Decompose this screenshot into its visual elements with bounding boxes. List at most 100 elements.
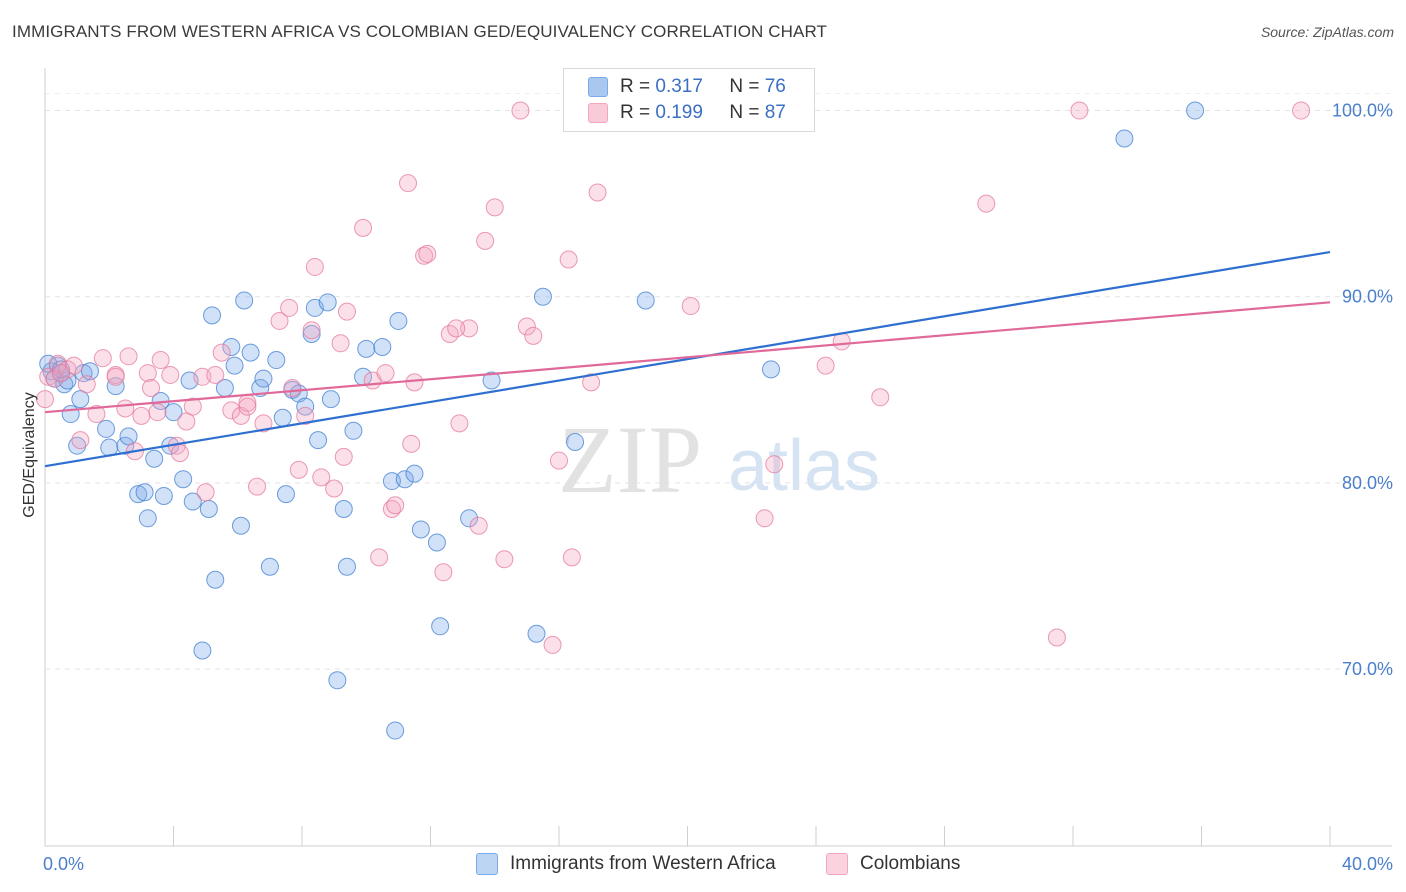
chart-title: IMMIGRANTS FROM WESTERN AFRICA VS COLOMB… <box>12 22 827 41</box>
point-western-africa <box>389 311 408 330</box>
point-colombians <box>296 406 315 425</box>
point-western-africa <box>344 421 363 440</box>
point-western-africa <box>135 483 154 502</box>
legend-swatch-blue <box>476 853 498 875</box>
point-western-africa <box>222 338 241 357</box>
point-western-africa <box>61 405 80 424</box>
point-colombians <box>582 373 601 392</box>
point-colombians <box>331 334 350 353</box>
point-colombians <box>816 356 835 375</box>
point-western-africa <box>267 351 286 370</box>
point-western-africa <box>405 464 424 483</box>
point-western-africa <box>68 436 87 455</box>
point-colombians <box>305 257 324 276</box>
point-western-africa <box>527 624 546 643</box>
correlation-legend: R = 0.317 N = 76 R = 0.199 N = 87 <box>563 68 815 132</box>
point-colombians <box>495 550 514 569</box>
point-western-africa <box>328 671 347 690</box>
point-western-africa <box>206 570 225 589</box>
point-colombians <box>354 218 373 237</box>
point-colombians <box>177 412 196 431</box>
point-colombians <box>132 406 151 425</box>
axis-labels: 70.0% 80.0% 90.0% 100.0% 0.0% 40.0% GED/Equiva… <box>21 101 1393 874</box>
watermark: ZIP atlas <box>558 406 880 513</box>
point-western-africa <box>183 492 202 511</box>
source-label: Source: ZipAtlas.com <box>1260 24 1394 40</box>
point-western-africa <box>357 339 376 358</box>
point-colombians <box>93 349 112 368</box>
point-colombians <box>370 548 389 567</box>
point-western-africa <box>199 499 218 518</box>
point-colombians <box>871 388 890 407</box>
point-colombians <box>138 364 157 383</box>
point-colombians <box>543 635 562 654</box>
point-colombians <box>1047 628 1066 647</box>
trendline-colombians <box>44 301 1331 414</box>
point-colombians <box>77 375 96 394</box>
x-tick-label-min: 0.0% <box>43 854 84 874</box>
point-colombians <box>71 431 90 450</box>
point-colombians <box>270 311 289 330</box>
point-colombians <box>550 451 568 470</box>
point-colombians <box>681 297 700 316</box>
point-colombians <box>87 405 106 424</box>
point-colombians <box>415 246 434 265</box>
point-colombians <box>386 496 405 515</box>
point-colombians <box>151 351 170 370</box>
point-western-africa <box>251 378 270 397</box>
point-western-africa <box>373 338 392 357</box>
point-colombians <box>476 231 495 250</box>
point-colombians <box>588 183 607 202</box>
point-western-africa <box>427 533 446 552</box>
point-western-africa <box>164 403 183 422</box>
point-colombians <box>231 406 250 425</box>
watermark-atlas: atlas <box>728 426 880 506</box>
point-western-africa <box>71 390 90 409</box>
r-label: R = <box>620 76 651 97</box>
n-value: 87 <box>764 102 786 123</box>
point-western-africa <box>276 485 295 504</box>
point-western-africa <box>129 485 148 504</box>
data-points <box>36 101 1311 740</box>
point-western-africa <box>138 509 157 528</box>
point-western-africa <box>203 306 222 325</box>
y-tick-label: 90.0% <box>1342 287 1393 307</box>
point-colombians <box>485 198 504 217</box>
point-colombians <box>212 343 231 362</box>
point-western-africa <box>337 557 356 576</box>
point-western-africa <box>154 486 173 505</box>
point-colombians <box>325 479 344 498</box>
point-colombians <box>302 321 321 340</box>
r-value: 0.199 <box>655 102 703 123</box>
point-colombians <box>1292 101 1311 120</box>
point-colombians <box>206 365 225 384</box>
point-western-africa <box>145 449 164 468</box>
n-label: N = <box>729 76 760 97</box>
watermark-zip: ZIP <box>558 406 702 513</box>
point-colombians <box>183 397 202 416</box>
point-western-africa <box>1115 129 1134 148</box>
point-western-africa <box>302 324 321 343</box>
point-western-africa <box>273 408 292 427</box>
axes <box>44 68 1392 847</box>
y-tick-label: 80.0% <box>1342 473 1393 493</box>
point-western-africa <box>174 470 193 489</box>
point-western-africa <box>395 470 414 489</box>
legend-label: Immigrants from Western Africa <box>510 853 776 874</box>
point-colombians <box>312 468 331 487</box>
point-colombians <box>248 477 267 496</box>
point-colombians <box>559 250 578 269</box>
point-colombians <box>511 101 530 120</box>
point-colombians <box>116 399 135 418</box>
point-western-africa <box>231 516 250 535</box>
n-value: 76 <box>764 76 786 97</box>
point-western-africa <box>321 390 340 409</box>
point-colombians <box>755 509 774 528</box>
point-colombians <box>562 548 581 567</box>
legend-item-western-africa: Immigrants from Western Africa <box>476 851 776 877</box>
point-western-africa <box>119 427 138 446</box>
grid-lines <box>45 93 1392 670</box>
point-colombians <box>119 347 138 366</box>
point-western-africa <box>411 520 430 539</box>
point-colombians <box>238 397 257 416</box>
